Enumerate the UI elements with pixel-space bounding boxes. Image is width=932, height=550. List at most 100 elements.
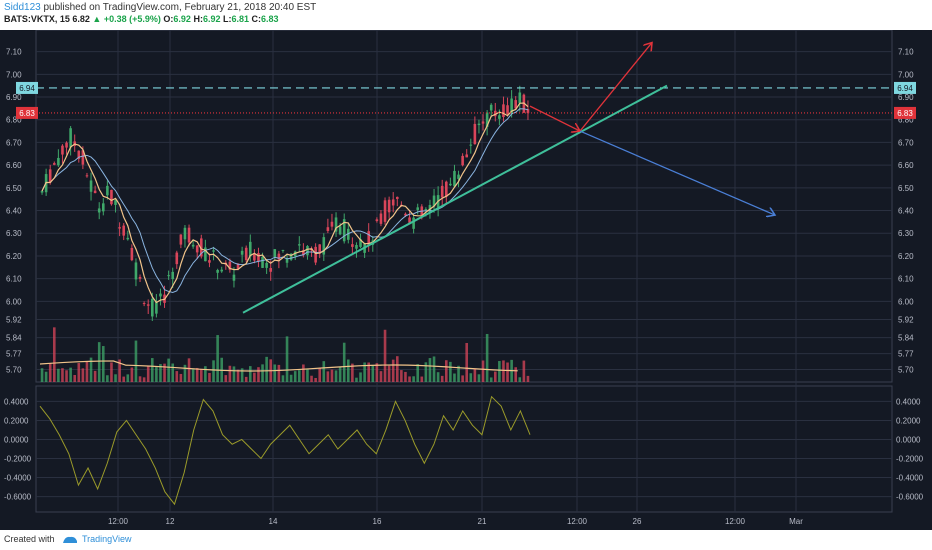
x-tick-label: 16	[373, 517, 382, 526]
y-tick-label-left: 6.20	[6, 252, 22, 261]
osc-y-tick-left: -0.6000	[4, 493, 32, 502]
volume-bar	[359, 372, 362, 382]
volume-bar	[273, 364, 276, 382]
candle-body	[212, 250, 215, 251]
candle-body	[445, 182, 448, 197]
author-link[interactable]: Sidd123	[4, 2, 41, 13]
volume-bar	[233, 366, 236, 382]
candle-body	[233, 275, 236, 281]
volume-bar	[77, 363, 80, 382]
volume-bar	[523, 361, 526, 382]
candle-body	[273, 249, 276, 257]
candle-body	[384, 200, 387, 222]
low-label: L:	[223, 14, 232, 24]
y-tick-label-right: 5.77	[898, 350, 914, 359]
volume-bar	[486, 334, 489, 382]
candle-body	[122, 226, 125, 236]
volume-bar	[408, 376, 411, 382]
y-tick-label-left: 5.70	[6, 365, 22, 374]
open-value: 6.92	[173, 14, 191, 24]
volume-bar	[441, 376, 444, 382]
chart-header: Sidd123 published on TradingView.com, Fe…	[0, 0, 932, 28]
volume-bar	[98, 342, 101, 382]
volume-bar	[449, 362, 452, 382]
volume-bar	[437, 372, 440, 382]
volume-bar	[514, 367, 517, 382]
symbol-label: BATS:VKTX, 15	[4, 14, 70, 24]
oscillator-pane	[36, 386, 892, 512]
candle-body	[474, 124, 477, 144]
y-tick-label-left: 6.50	[6, 184, 22, 193]
osc-y-tick-left: 0.0000	[4, 435, 29, 444]
y-tick-label-right: 6.10	[898, 275, 914, 284]
volume-bar	[400, 370, 403, 382]
candle-body	[98, 208, 101, 212]
candle-body	[61, 146, 64, 155]
candle-body	[331, 222, 334, 227]
volume-bar	[175, 371, 178, 382]
y-tick-label-left: 6.60	[6, 161, 22, 170]
volume-bar	[180, 374, 183, 382]
volume-bar	[282, 375, 285, 382]
osc-y-tick-left: 0.2000	[4, 416, 29, 425]
candle-body	[261, 257, 264, 268]
volume-bar	[465, 343, 468, 382]
y-tick-label-left: 5.77	[6, 350, 22, 359]
candle-body	[396, 197, 399, 199]
candle-body	[241, 251, 244, 255]
candle-body	[139, 277, 142, 279]
volume-bar	[212, 360, 215, 382]
volume-bar	[306, 369, 309, 382]
volume-bar	[335, 370, 338, 382]
osc-y-tick-left: -0.2000	[4, 455, 32, 464]
tradingview-brand-link[interactable]: TradingView	[82, 534, 132, 544]
volume-bar	[380, 371, 383, 382]
candle-body	[216, 270, 219, 273]
volume-bar	[253, 373, 256, 382]
volume-bar	[278, 365, 281, 382]
price-tag-right-text: 6.83	[897, 109, 913, 118]
candle-body	[425, 209, 428, 210]
volume-bar	[388, 366, 391, 382]
y-tick-label-left: 6.30	[6, 229, 22, 238]
y-tick-label-right: 6.00	[898, 297, 914, 306]
y-tick-label-right: 5.70	[898, 365, 914, 374]
volume-bar	[420, 377, 423, 382]
x-tick-label: 26	[633, 517, 642, 526]
candle-body	[106, 186, 109, 195]
y-tick-label-left: 6.10	[6, 275, 22, 284]
main-pane	[36, 30, 892, 382]
volume-bar	[82, 368, 85, 382]
y-tick-label-right: 5.84	[898, 334, 914, 343]
volume-bar	[331, 370, 334, 382]
up-arrow-icon: ▲	[92, 14, 101, 24]
candle-body	[265, 263, 268, 268]
created-with-label: Created with	[4, 534, 55, 544]
x-tick-label: Mar	[789, 517, 803, 526]
volume-bar	[171, 364, 174, 382]
chart-svg[interactable]: 7.10 7.10 7.00 7.00 6.90 6.90 6.80 6.80 6.70 6.70…	[0, 30, 932, 530]
volume-bar	[298, 370, 301, 382]
chart-area[interactable]: 7.10 7.10 7.00 7.00 6.90 6.90 6.80 6.80 6.70 6.70…	[0, 30, 932, 530]
volume-bar	[135, 341, 138, 382]
volume-bar	[412, 376, 415, 382]
candle-body	[151, 299, 154, 317]
volume-bar	[69, 368, 72, 382]
volume-bar	[310, 376, 313, 382]
candle-body	[498, 115, 501, 119]
candle-body	[249, 242, 252, 256]
close-label: C:	[252, 14, 262, 24]
y-tick-label-right: 6.90	[898, 93, 914, 102]
candle-body	[41, 191, 44, 193]
volume-bar	[53, 327, 56, 382]
volume-bar	[167, 359, 170, 382]
candle-body	[167, 275, 170, 276]
volume-bar	[192, 369, 195, 382]
tradingview-logo-icon[interactable]	[62, 534, 78, 544]
x-tick-label: 12:00	[725, 517, 746, 526]
price-tag-right-text: 6.94	[897, 84, 913, 93]
candle-body	[159, 294, 162, 297]
volume-bar	[102, 346, 105, 382]
candle-body	[90, 180, 93, 191]
volume-bar	[200, 369, 203, 382]
